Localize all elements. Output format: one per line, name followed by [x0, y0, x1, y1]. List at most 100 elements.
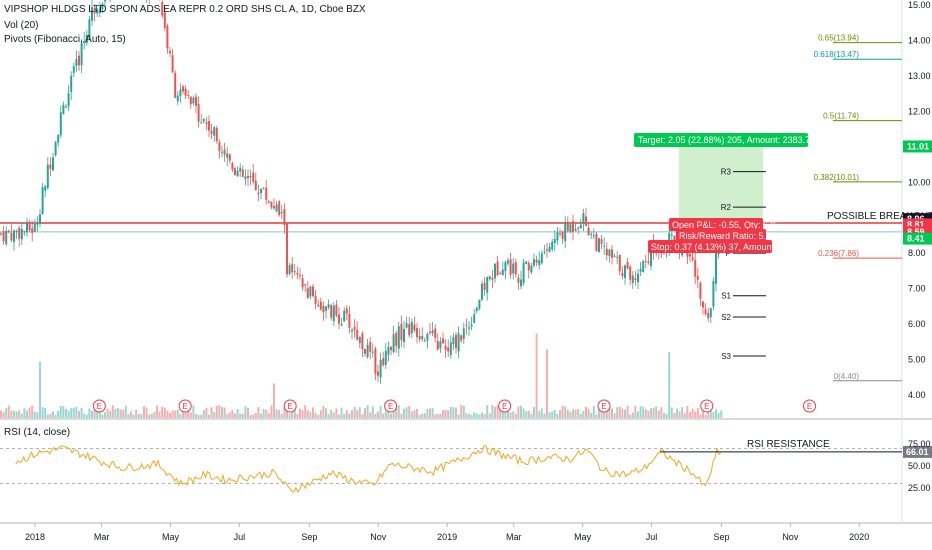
volume-bar — [538, 411, 541, 418]
candle-body — [455, 335, 457, 349]
volume-bar — [317, 414, 320, 418]
rsi-tick-label: 50.00 — [908, 461, 931, 471]
candle-body — [205, 122, 208, 124]
volume-bar — [215, 405, 218, 418]
candle-body — [634, 278, 637, 281]
volume-bar — [67, 410, 70, 418]
candle-body — [408, 323, 411, 336]
volume-bar — [197, 414, 200, 418]
volume-bar — [512, 411, 515, 418]
volume-bar — [239, 413, 242, 418]
volume-bar — [527, 410, 530, 418]
volume-bar — [330, 409, 333, 418]
candle-body — [605, 248, 608, 256]
volume-bar — [444, 410, 447, 418]
volume-bar — [41, 407, 44, 418]
volume-bar — [421, 413, 424, 418]
candle-body — [104, 0, 106, 2]
volume-bar — [499, 407, 502, 418]
candle-body — [234, 168, 236, 176]
volume-bar — [655, 406, 658, 418]
volume-bar — [93, 409, 96, 418]
candle-body — [397, 326, 400, 349]
volume-bar — [200, 414, 203, 418]
volume-bar — [449, 407, 452, 418]
volume-bar — [171, 410, 174, 418]
volume-bar — [340, 407, 343, 418]
candle-body — [548, 246, 551, 252]
volume-bar — [249, 414, 252, 418]
volume-bar — [397, 405, 400, 418]
volume-bar — [140, 414, 143, 418]
volume-bar — [33, 411, 36, 418]
volume-bar — [618, 406, 621, 418]
price-tick-label: 12.00 — [908, 106, 931, 116]
candle-body — [244, 176, 247, 180]
volume-bar — [202, 410, 205, 418]
volume-bar — [366, 405, 369, 418]
candle-body — [374, 348, 377, 374]
volume-bar — [57, 410, 60, 418]
candle-body — [371, 351, 374, 353]
candle-body — [171, 55, 174, 73]
candle-body — [28, 222, 31, 231]
volume-bar — [616, 407, 619, 418]
earnings-marker-label: E — [704, 402, 709, 411]
volume-bar — [5, 408, 8, 418]
volume-bar — [384, 411, 387, 418]
candle-body — [189, 96, 192, 105]
candle-body — [582, 213, 585, 225]
earnings-marker-label: E — [287, 402, 292, 411]
volume-bar — [579, 413, 582, 418]
volume-bar — [345, 410, 348, 418]
candle-body — [413, 324, 416, 331]
candle-body — [49, 164, 52, 169]
price-tick-label: 15.00 — [908, 0, 931, 10]
price-tick-label: 6.00 — [908, 319, 926, 329]
candle-body — [608, 249, 611, 257]
volume-bar — [80, 407, 83, 418]
volume-bar — [119, 409, 122, 418]
volume-bar — [195, 414, 197, 418]
volume-bar — [312, 407, 314, 418]
volume-bar — [234, 413, 236, 418]
volume-bar — [486, 405, 489, 418]
candle-body — [166, 25, 169, 49]
candle-body — [702, 301, 704, 308]
price-tick-label: 8.00 — [908, 248, 926, 258]
candle-body — [195, 96, 197, 106]
candle-body — [85, 35, 88, 44]
candle-body — [57, 134, 60, 143]
candle-body — [553, 238, 556, 244]
volume-bar — [322, 405, 325, 418]
volume-bar — [244, 406, 247, 418]
earnings-marker-label: E — [502, 402, 507, 411]
volume-bar — [639, 406, 642, 418]
volume-bar — [364, 408, 366, 418]
volume-bar — [218, 405, 221, 418]
volume-bar — [517, 406, 520, 418]
time-tick-label: May — [574, 532, 592, 542]
volume-bar — [208, 414, 210, 418]
volume-bar — [343, 413, 346, 418]
candle-body — [273, 206, 275, 209]
candle-body — [462, 328, 465, 339]
volume-bar — [371, 406, 374, 418]
volume-bar — [408, 405, 411, 418]
volume-bar — [626, 405, 629, 418]
candle-body — [41, 187, 44, 214]
volume-bar — [577, 408, 580, 418]
price-badge-label: 11.01 — [907, 141, 929, 151]
candle-body — [280, 212, 283, 214]
time-tick-label: Sep — [713, 532, 729, 542]
volume-bar — [395, 406, 398, 418]
volume-bar — [291, 408, 294, 418]
candle-body — [0, 233, 2, 235]
volume-bar — [226, 413, 229, 418]
candle-body — [426, 334, 429, 341]
volume-bar — [390, 413, 392, 418]
volume-bar — [7, 405, 10, 418]
candle-body — [169, 51, 171, 54]
time-tick-label: Jul — [646, 532, 658, 542]
